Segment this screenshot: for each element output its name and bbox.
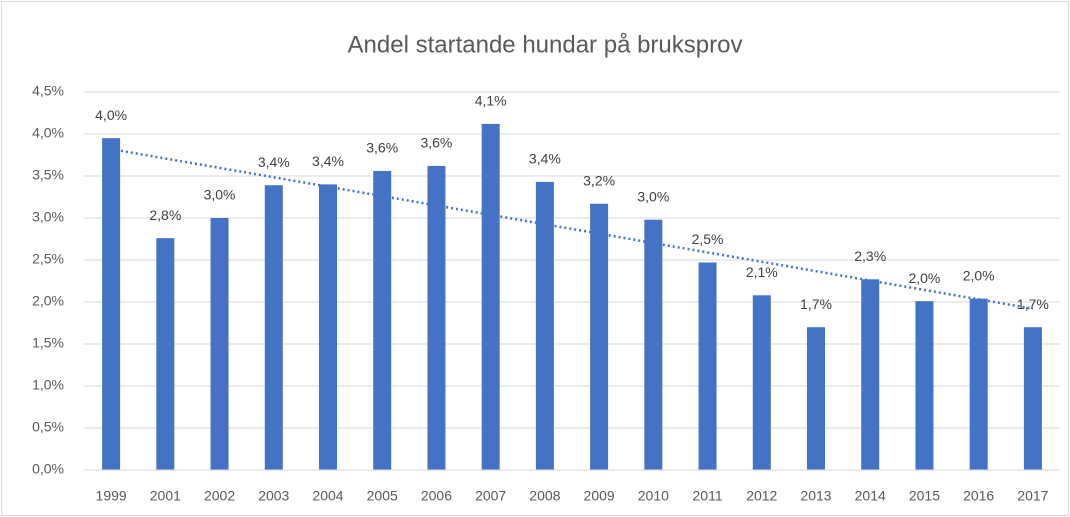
bar	[427, 165, 446, 471]
bar	[969, 298, 988, 470]
bar	[590, 203, 609, 470]
x-tick-label: 2001	[150, 488, 181, 504]
value-label: 2,8%	[149, 207, 181, 223]
y-tick-label: 0,5%	[32, 419, 64, 435]
chart-title: Andel startande hundar på bruksprov	[348, 31, 743, 58]
value-label: 2,0%	[908, 270, 940, 286]
y-tick-label: 4,5%	[32, 83, 64, 99]
x-tick-label: 2004	[312, 488, 343, 504]
value-label: 2,3%	[854, 248, 886, 264]
y-tick-label: 0,0%	[32, 461, 64, 477]
value-label: 3,4%	[312, 153, 344, 169]
value-label: 3,6%	[366, 140, 398, 156]
x-tick-label: 2015	[909, 488, 940, 504]
y-tick-label: 3,5%	[32, 167, 64, 183]
x-tick-label: 2005	[367, 488, 398, 504]
bar	[915, 301, 934, 470]
x-tick-label: 2012	[746, 488, 777, 504]
value-label: 2,0%	[963, 267, 995, 283]
bar	[752, 295, 771, 470]
value-label: 3,0%	[204, 187, 236, 203]
bar	[373, 170, 392, 470]
bar	[807, 327, 825, 470]
y-tick-label: 1,0%	[32, 377, 64, 393]
x-tick-label: 2003	[258, 488, 289, 504]
bar	[481, 123, 500, 471]
x-tick-label: 2010	[638, 488, 669, 504]
bar	[1023, 327, 1042, 470]
value-label: 3,2%	[583, 172, 615, 188]
x-tick-label: 2006	[421, 488, 452, 504]
bar	[535, 181, 554, 470]
value-label: 3,4%	[529, 151, 561, 167]
bar	[102, 138, 121, 470]
bar	[644, 219, 663, 470]
bar	[861, 279, 880, 470]
bar	[319, 184, 337, 470]
x-tick-label: 2014	[855, 488, 886, 504]
x-tick-label: 2013	[800, 488, 831, 504]
value-label: 3,0%	[637, 188, 669, 204]
value-label: 3,4%	[258, 154, 290, 170]
value-label: 3,6%	[420, 135, 452, 151]
value-label: 4,1%	[475, 93, 507, 109]
bar	[210, 218, 229, 470]
x-tick-label: 2007	[475, 488, 506, 504]
x-tick-label: 2008	[529, 488, 560, 504]
value-label: 1,7%	[1017, 296, 1049, 312]
y-tick-label: 4,0%	[32, 125, 64, 141]
value-label: 4,0%	[95, 107, 127, 123]
trendline	[110, 147, 1034, 310]
bar	[156, 238, 175, 470]
y-tick-label: 1,5%	[32, 335, 64, 351]
x-tick-label: 2016	[963, 488, 994, 504]
bar	[264, 185, 283, 471]
value-label: 2,5%	[692, 231, 724, 247]
y-tick-label: 2,0%	[32, 293, 64, 309]
x-tick-label: 2017	[1017, 488, 1048, 504]
value-label: 2,1%	[746, 264, 778, 280]
x-tick-label: 2009	[584, 488, 615, 504]
value-label: 1,7%	[800, 296, 832, 312]
x-tick-label: 2011	[693, 488, 723, 504]
bar	[698, 262, 717, 470]
y-tick-label: 3,0%	[32, 209, 64, 225]
y-tick-label: 2,5%	[32, 251, 64, 267]
x-tick-label: 2002	[204, 488, 235, 504]
x-tick-label: 1999	[96, 488, 127, 504]
